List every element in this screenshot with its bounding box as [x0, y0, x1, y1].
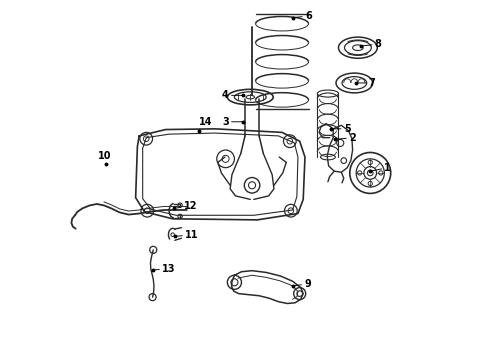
Text: 14: 14 — [199, 117, 213, 131]
Text: 10: 10 — [98, 151, 111, 164]
Text: 5: 5 — [333, 124, 350, 134]
Text: 3: 3 — [222, 117, 242, 127]
Text: 2: 2 — [336, 133, 356, 143]
Text: 6: 6 — [294, 11, 312, 21]
Text: 12: 12 — [175, 202, 197, 211]
Text: 11: 11 — [176, 230, 198, 240]
Text: 8: 8 — [363, 39, 382, 49]
Text: 1: 1 — [371, 163, 391, 173]
Text: 4: 4 — [222, 90, 242, 100]
Text: 13: 13 — [154, 264, 175, 274]
Text: 7: 7 — [358, 78, 375, 88]
Text: 9: 9 — [294, 279, 311, 289]
